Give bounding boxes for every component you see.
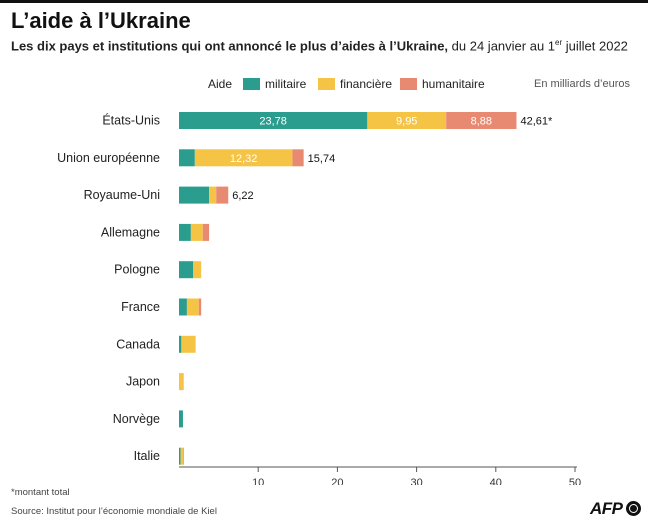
subtitle-dates-b: juillet 2022 xyxy=(562,38,628,54)
bar-financiere-canada xyxy=(181,335,196,353)
bar-humanitaire-etats-unis xyxy=(446,112,517,129)
bar-humanitaire-italie xyxy=(182,447,184,465)
footnote: *montant total xyxy=(11,487,70,498)
category-label: Norvège xyxy=(113,412,160,426)
legend-swatch-militaire xyxy=(243,78,260,90)
category-label: Royaume-Uni xyxy=(84,188,160,202)
category-label: Union européenne xyxy=(57,151,160,165)
bar-militaire-royaume-uni xyxy=(179,186,210,204)
legend-swatch-humanitaire xyxy=(400,78,417,90)
category-label: Pologne xyxy=(114,263,160,277)
legend-label-militaire: militaire xyxy=(265,77,307,91)
legend-swatch-financiere xyxy=(318,78,335,90)
bar-militaire-canada xyxy=(179,335,182,353)
segment-label: 23,78 xyxy=(259,116,287,128)
bar-financiere-allemagne xyxy=(190,223,203,241)
legend-item-humanitaire: humanitaire xyxy=(400,77,485,91)
category-label: États-Unis xyxy=(102,113,160,128)
x-tick-label: 30 xyxy=(410,477,422,485)
category-label: Allemagne xyxy=(101,225,160,239)
bar-militaire-allemagne xyxy=(179,223,191,241)
bar-financiere-pologne xyxy=(193,261,202,279)
bar-militaire-etats-unis xyxy=(179,112,368,129)
legend-label-humanitaire: humanitaire xyxy=(422,77,485,91)
bar-humanitaire-union-europeenne xyxy=(292,149,304,167)
segment-label: 9,95 xyxy=(396,116,417,128)
source-note: Source: Institut pour l’économie mondial… xyxy=(11,506,217,517)
bar-humanitaire-france xyxy=(198,298,202,316)
subtitle-bold: Les dix pays et institutions qui ont ann… xyxy=(11,38,449,54)
bar-financiere-etats-unis xyxy=(367,112,447,129)
bar-financiere-japon xyxy=(179,373,184,391)
category-label: Canada xyxy=(116,337,160,351)
unit-note: En milliards d’euros xyxy=(534,78,630,90)
legend-item-financiere: financière xyxy=(318,77,392,91)
segment-label: 8,88 xyxy=(471,116,492,128)
legend-item-militaire: militaire xyxy=(243,77,306,91)
x-tick-label: 50 xyxy=(569,477,581,485)
bar-militaire-norvege xyxy=(179,410,183,428)
category-label: Japon xyxy=(126,375,160,389)
bar-militaire-italie xyxy=(179,447,181,465)
bar-humanitaire-allemagne xyxy=(202,223,210,241)
subtitle-dates-a: du 24 janvier au 1 xyxy=(448,38,556,54)
chart-title: L’aide à l’Ukraine xyxy=(11,8,191,33)
bar-militaire-union-europeenne xyxy=(179,149,195,167)
logo-text: AFP xyxy=(590,499,623,518)
x-tick-label: 40 xyxy=(490,477,502,485)
bar-financiere-royaume-uni xyxy=(209,186,217,204)
total-label: 15,74 xyxy=(308,153,336,165)
top-rule xyxy=(0,0,648,3)
x-tick-label: 10 xyxy=(252,477,264,485)
subtitle-sup: er xyxy=(555,38,563,47)
bar-chart: 10 20 30 40 50 États-Unis 23,78 9,95 8,88 42,61* U… xyxy=(57,112,581,485)
legend-label-financiere: financière xyxy=(340,77,393,91)
segment-label: 12,32 xyxy=(230,153,258,165)
bar-militaire-france xyxy=(179,298,187,316)
logo-mark-icon xyxy=(626,501,641,516)
bar-humanitaire-royaume-uni xyxy=(216,186,229,204)
category-label: France xyxy=(121,300,160,314)
chart-subtitle: Les dix pays et institutions qui ont ann… xyxy=(11,38,628,53)
bar-financiere-italie xyxy=(180,447,183,465)
bar-financiere-union-europeenne xyxy=(194,149,293,167)
x-tick-label: 20 xyxy=(331,477,343,485)
bar-financiere-france xyxy=(186,298,199,316)
legend: Aide militaire financière humanitaire xyxy=(0,77,648,93)
afp-logo: AFP xyxy=(590,499,642,519)
total-label: 42,61* xyxy=(520,116,553,128)
legend-title: Aide xyxy=(208,77,233,91)
bar-militaire-pologne xyxy=(179,261,194,279)
category-label: Italie xyxy=(134,449,160,463)
total-label: 6,22 xyxy=(232,190,253,202)
